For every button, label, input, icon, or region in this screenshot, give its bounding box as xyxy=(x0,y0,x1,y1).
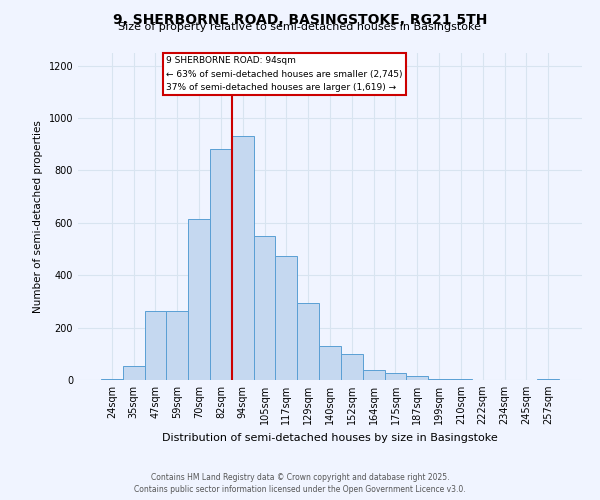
Bar xyxy=(537,379,559,380)
X-axis label: Distribution of semi-detached houses by size in Basingstoke: Distribution of semi-detached houses by … xyxy=(162,432,498,442)
Bar xyxy=(232,136,254,380)
Bar xyxy=(145,310,166,380)
Bar xyxy=(166,310,188,380)
Text: 9, SHERBORNE ROAD, BASINGSTOKE, RG21 5TH: 9, SHERBORNE ROAD, BASINGSTOKE, RG21 5TH xyxy=(113,12,487,26)
Bar xyxy=(363,370,385,380)
Bar xyxy=(428,378,450,380)
Bar xyxy=(123,366,145,380)
Y-axis label: Number of semi-detached properties: Number of semi-detached properties xyxy=(33,120,43,312)
Bar xyxy=(254,236,275,380)
Text: Size of property relative to semi-detached houses in Basingstoke: Size of property relative to semi-detach… xyxy=(119,22,482,32)
Bar xyxy=(319,346,341,380)
Bar xyxy=(341,354,363,380)
Text: Contains HM Land Registry data © Crown copyright and database right 2025.
Contai: Contains HM Land Registry data © Crown c… xyxy=(134,472,466,494)
Bar xyxy=(297,302,319,380)
Bar xyxy=(275,256,297,380)
Bar xyxy=(406,376,428,380)
Bar xyxy=(385,374,406,380)
Bar xyxy=(101,378,123,380)
Bar xyxy=(188,219,210,380)
Bar xyxy=(210,150,232,380)
Text: 9 SHERBORNE ROAD: 94sqm
← 63% of semi-detached houses are smaller (2,745)
37% of: 9 SHERBORNE ROAD: 94sqm ← 63% of semi-de… xyxy=(166,56,403,92)
